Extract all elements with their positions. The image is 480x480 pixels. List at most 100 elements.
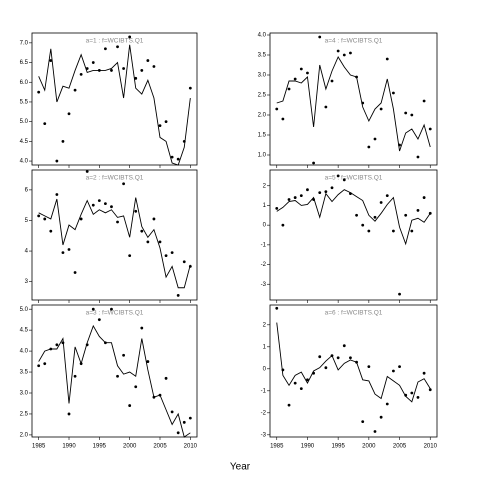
y-tick-label: -1 [261, 242, 267, 248]
data-point [116, 220, 119, 224]
data-point [410, 113, 414, 117]
y-tick-label: 3 [25, 279, 29, 285]
data-point [287, 403, 291, 407]
data-point [342, 53, 346, 57]
data-point [104, 47, 107, 51]
data-point [188, 86, 192, 90]
data-point [293, 381, 297, 385]
data-point [49, 229, 53, 233]
data-point [91, 307, 95, 311]
panel-title: a=6 : f=WCIBTS.Q1 [325, 310, 383, 317]
data-point [79, 72, 83, 76]
data-point [170, 251, 174, 254]
data-point [422, 196, 426, 199]
data-point [37, 214, 41, 218]
x-tick-label: 2010 [184, 444, 198, 450]
data-point [91, 61, 95, 64]
data-point [379, 201, 383, 204]
panel-title: a=3 : f=WCIBTS.Q1 [86, 310, 144, 317]
data-point [140, 326, 144, 330]
y-tick-label: 6.0 [20, 80, 29, 86]
data-point [404, 213, 408, 217]
fit-line [276, 189, 431, 246]
data-point [110, 307, 113, 311]
data-point [158, 240, 162, 244]
data-point [164, 120, 168, 124]
data-point [55, 193, 59, 196]
data-point [392, 229, 395, 233]
data-point [324, 190, 328, 194]
data-point [318, 191, 322, 195]
y-tick-label: 5.5 [20, 100, 29, 106]
data-point [170, 410, 174, 414]
y-tick-label: 0 [263, 223, 267, 229]
panel-title: a=4 : f=WCIBTS.Q1 [325, 38, 383, 45]
data-point [182, 260, 186, 264]
x-tick-label: 1985 [270, 444, 284, 450]
data-point [367, 229, 371, 233]
data-point [152, 65, 156, 68]
data-point [373, 215, 377, 219]
data-point [134, 385, 138, 389]
y-tick-label: 4.0 [20, 159, 29, 165]
data-point [182, 420, 186, 424]
y-tick-label: 1.0 [258, 153, 267, 159]
data-point [355, 213, 358, 217]
panel-title: a=5 : f=WCIBTS.Q1 [325, 175, 383, 182]
y-tick-label: 2 [263, 183, 267, 189]
data-point [428, 388, 432, 392]
data-point [392, 91, 395, 95]
data-point [306, 71, 309, 75]
panel-frame [31, 32, 198, 166]
y-tick-label: 5.0 [20, 307, 29, 313]
data-point [140, 69, 144, 72]
y-tick-label: 3.0 [258, 73, 267, 79]
x-tick-label: 1995 [93, 444, 107, 450]
panel-frame [31, 169, 198, 301]
fit-line [38, 324, 191, 438]
y-tick-label: 7.0 [20, 40, 29, 46]
data-point [379, 107, 383, 111]
data-point [287, 87, 291, 91]
panel-frame [269, 32, 438, 166]
y-tick-label: 5 [25, 218, 29, 224]
data-point [37, 364, 41, 368]
data-point [116, 45, 119, 49]
x-tick-label: 1995 [331, 444, 345, 450]
data-point [385, 402, 389, 406]
data-point [97, 199, 101, 202]
data-point [299, 387, 303, 390]
data-point [416, 396, 420, 399]
data-point [55, 343, 59, 347]
y-tick-label: 4.0 [258, 33, 267, 39]
y-tick-label: 3.0 [20, 391, 29, 397]
data-point [373, 137, 377, 141]
data-point [349, 356, 352, 360]
x-tick-label: 2005 [393, 444, 407, 450]
data-point [146, 240, 150, 244]
data-point [43, 362, 47, 366]
data-point [416, 155, 420, 159]
x-tick-label: 1990 [301, 444, 315, 450]
data-point [428, 127, 432, 131]
data-point [379, 415, 383, 419]
y-tick-label: 6.5 [20, 60, 29, 66]
data-point [398, 292, 401, 296]
data-point [330, 79, 334, 83]
y-tick-label: 4.0 [20, 349, 29, 355]
data-point [43, 217, 47, 221]
data-point [306, 378, 309, 382]
data-point [306, 188, 309, 192]
data-point [140, 229, 144, 233]
data-point [152, 217, 156, 221]
panel-frame [269, 304, 438, 438]
data-point [55, 159, 59, 163]
data-point [410, 229, 414, 233]
data-point [373, 430, 377, 433]
data-point [43, 122, 47, 126]
data-point [293, 196, 297, 199]
data-point [128, 404, 132, 407]
fit-line [276, 322, 431, 403]
data-point [385, 57, 389, 61]
